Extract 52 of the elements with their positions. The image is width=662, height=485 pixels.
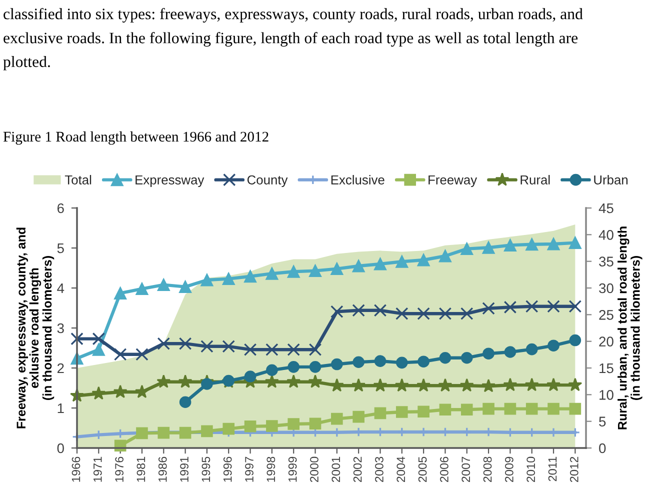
legend-label: Exclusive — [331, 174, 384, 184]
x-tick-label: 1991 — [180, 456, 188, 482]
x-tick-label: 1971 — [93, 456, 102, 482]
legend-label: Total — [64, 174, 92, 184]
y2-tick-label: 5 — [599, 416, 606, 427]
y2-tick-label: 0 — [599, 443, 606, 454]
x-tick-label: 1997 — [245, 456, 254, 482]
x-tick-label: 1995 — [202, 456, 210, 482]
y2-tick-label: 10 — [600, 390, 614, 400]
y-tick-label: 1 — [58, 403, 64, 414]
x-tick-label: 2012 — [570, 456, 578, 482]
legend-label: Freeway — [428, 175, 478, 188]
y2-tick-label: 20 — [599, 336, 614, 347]
x-tick-label: 1976 — [115, 456, 124, 482]
y-tick-label: 5 — [57, 243, 64, 254]
x-tick-label: 2004 — [396, 456, 406, 482]
x-tick-label: 1998 — [266, 456, 276, 482]
y-tick-label: 3 — [57, 323, 64, 334]
legend-label: Rural — [520, 174, 550, 184]
legend-label: Expressway — [136, 175, 204, 188]
y2-tick-label: 40 — [598, 230, 614, 240]
x-tick-label: 1986 — [158, 456, 167, 482]
y2-tick-label: 35 — [599, 256, 614, 267]
x-tick-label: 2000 — [310, 456, 318, 482]
y2-tick-label: 25 — [599, 310, 614, 320]
chart-title: Figure 1 Road length between 1966 and 2012 — [3, 131, 268, 145]
x-tick-label: 1996 — [223, 456, 232, 482]
x-tick-label: 2011 — [548, 456, 557, 482]
y2-tick-label: 45 — [598, 203, 614, 214]
x-tick-label: 2002 — [353, 456, 362, 482]
y-tick-label: 2 — [57, 363, 64, 374]
x-tick-label: 2008 — [483, 456, 492, 482]
legend-label: Urban — [594, 174, 628, 184]
x-tick-label: 2003 — [375, 456, 384, 482]
y2-tick-label: 30 — [599, 283, 614, 294]
x-tick-label: 2007 — [462, 456, 470, 482]
x-tick-label: 1999 — [288, 456, 297, 482]
x-tick-label: 1966 — [72, 456, 80, 482]
x-tick-label: 1981 — [136, 456, 146, 482]
y-axis-title: Freeway, expressway, county, and exlusive road length (in thousand kilometers) — [16, 228, 54, 428]
y2-axis-title: Rural, urban, and total road length (in thousand kilometers) — [618, 226, 642, 430]
x-tick-label: 2001 — [332, 456, 340, 482]
y-tick-label: 4 — [57, 283, 64, 294]
x-tick-label: 2010 — [526, 456, 536, 482]
y2-tick-label: 15 — [600, 363, 614, 374]
x-tick-label: 2005 — [418, 456, 427, 482]
legend-label: County — [247, 175, 288, 188]
x-tick-label: 2009 — [505, 456, 514, 482]
text: classified into six types: freeways, expressways, county roads, rural roads, urban roads, and exclusive roads. In the following figure, length of each road type as well as total length are plotted. — [3, 8, 583, 70]
y-tick-label: 0 — [57, 443, 64, 454]
x-tick-label: 2006 — [440, 456, 448, 482]
y-tick-label: 6 — [57, 203, 64, 214]
